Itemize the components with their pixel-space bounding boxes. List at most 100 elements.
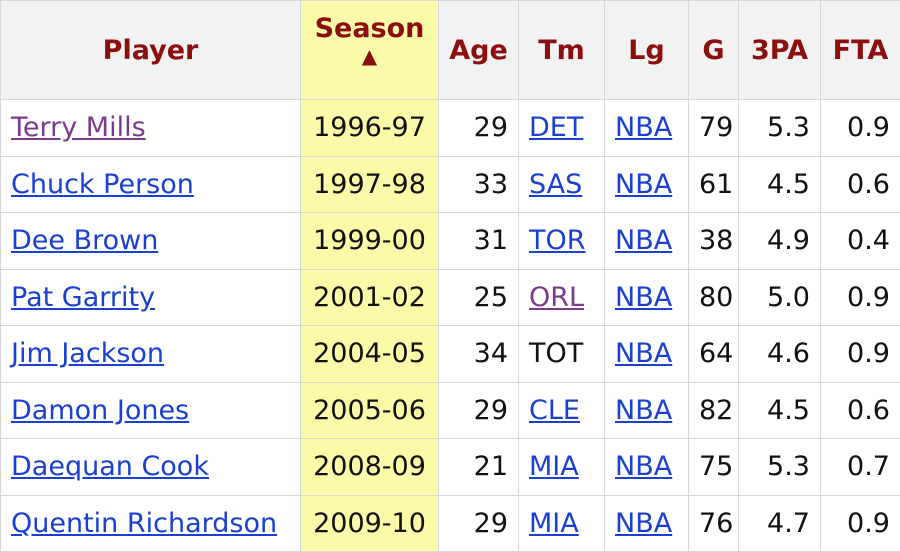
fta-cell: 0.9 <box>821 495 900 552</box>
player-link[interactable]: Chuck Person <box>11 169 194 200</box>
league-cell: NBA <box>605 156 689 213</box>
player-cell: Jim Jackson <box>1 326 301 383</box>
fta-cell: 0.9 <box>821 269 900 326</box>
player-link[interactable]: Jim Jackson <box>11 338 164 369</box>
player-link[interactable]: Quentin Richardson <box>11 508 277 539</box>
league-cell: NBA <box>605 213 689 270</box>
team-link[interactable]: MIA <box>529 451 579 482</box>
3pa-cell: 5.0 <box>739 269 821 326</box>
column-header-season-label: Season <box>315 13 425 44</box>
age-cell: 21 <box>439 439 519 496</box>
player-cell: Chuck Person <box>1 156 301 213</box>
age-cell: 25 <box>439 269 519 326</box>
team-link[interactable]: ORL <box>529 282 584 313</box>
table-body: Terry Mills 1996-97 29 DET NBA 79 5.3 0.… <box>1 100 900 552</box>
table-row: Dee Brown 1999-00 31 TOR NBA 38 4.9 0.4 <box>1 213 900 270</box>
table-row: Quentin Richardson 2009-10 29 MIA NBA 76… <box>1 495 900 552</box>
season-cell: 2008-09 <box>301 439 439 496</box>
season-cell: 1997-98 <box>301 156 439 213</box>
player-cell: Pat Garrity <box>1 269 301 326</box>
column-header-age[interactable]: Age <box>439 1 519 100</box>
season-cell: 2001-02 <box>301 269 439 326</box>
team-cell: MIA <box>519 439 605 496</box>
team-link[interactable]: MIA <box>529 508 579 539</box>
player-cell: Terry Mills <box>1 100 301 157</box>
age-cell: 29 <box>439 495 519 552</box>
3pa-cell: 4.9 <box>739 213 821 270</box>
league-cell: NBA <box>605 326 689 383</box>
team-link[interactable]: DET <box>529 112 583 143</box>
team-cell: DET <box>519 100 605 157</box>
column-header-games[interactable]: G <box>689 1 739 100</box>
column-header-player[interactable]: Player <box>1 1 301 100</box>
column-header-season[interactable]: Season ▲ <box>301 1 439 100</box>
3pa-cell: 4.5 <box>739 382 821 439</box>
games-cell: 82 <box>689 382 739 439</box>
player-link[interactable]: Dee Brown <box>11 225 158 256</box>
age-cell: 31 <box>439 213 519 270</box>
column-header-3pa[interactable]: 3PA <box>739 1 821 100</box>
season-cell: 2005-06 <box>301 382 439 439</box>
player-link[interactable]: Pat Garrity <box>11 282 155 313</box>
games-cell: 64 <box>689 326 739 383</box>
league-link[interactable]: NBA <box>615 112 672 143</box>
column-header-league[interactable]: Lg <box>605 1 689 100</box>
player-cell: Quentin Richardson <box>1 495 301 552</box>
sort-ascending-icon: ▲ <box>311 44 428 68</box>
league-cell: NBA <box>605 439 689 496</box>
league-cell: NBA <box>605 100 689 157</box>
league-cell: NBA <box>605 382 689 439</box>
league-link[interactable]: NBA <box>615 282 672 313</box>
3pa-cell: 5.3 <box>739 439 821 496</box>
table-row: Chuck Person 1997-98 33 SAS NBA 61 4.5 0… <box>1 156 900 213</box>
team-link[interactable]: CLE <box>529 395 580 426</box>
team-cell: TOR <box>519 213 605 270</box>
league-link[interactable]: NBA <box>615 508 672 539</box>
games-cell: 76 <box>689 495 739 552</box>
player-link[interactable]: Damon Jones <box>11 395 189 426</box>
team-cell: CLE <box>519 382 605 439</box>
fta-cell: 0.4 <box>821 213 900 270</box>
fta-cell: 0.7 <box>821 439 900 496</box>
column-header-fta[interactable]: FTA <box>821 1 900 100</box>
season-cell: 2009-10 <box>301 495 439 552</box>
table-row: Daequan Cook 2008-09 21 MIA NBA 75 5.3 0… <box>1 439 900 496</box>
games-cell: 61 <box>689 156 739 213</box>
team-cell: TOT <box>519 326 605 383</box>
games-cell: 79 <box>689 100 739 157</box>
fta-cell: 0.9 <box>821 326 900 383</box>
league-link[interactable]: NBA <box>615 451 672 482</box>
3pa-cell: 4.6 <box>739 326 821 383</box>
fta-cell: 0.6 <box>821 382 900 439</box>
player-cell: Damon Jones <box>1 382 301 439</box>
league-link[interactable]: NBA <box>615 225 672 256</box>
games-cell: 75 <box>689 439 739 496</box>
league-link[interactable]: NBA <box>615 169 672 200</box>
league-cell: NBA <box>605 495 689 552</box>
3pa-cell: 4.5 <box>739 156 821 213</box>
header-row: Player Season ▲ Age Tm Lg G 3PA FTA <box>1 1 900 100</box>
team-link[interactable]: TOR <box>529 225 586 256</box>
3pa-cell: 5.3 <box>739 100 821 157</box>
table-row: Damon Jones 2005-06 29 CLE NBA 82 4.5 0.… <box>1 382 900 439</box>
player-link[interactable]: Daequan Cook <box>11 451 209 482</box>
3pa-cell: 4.7 <box>739 495 821 552</box>
league-cell: NBA <box>605 269 689 326</box>
fta-cell: 0.9 <box>821 100 900 157</box>
season-cell: 1999-00 <box>301 213 439 270</box>
games-cell: 80 <box>689 269 739 326</box>
age-cell: 33 <box>439 156 519 213</box>
league-link[interactable]: NBA <box>615 338 672 369</box>
player-link[interactable]: Terry Mills <box>11 112 146 143</box>
age-cell: 34 <box>439 326 519 383</box>
fta-cell: 0.6 <box>821 156 900 213</box>
age-cell: 29 <box>439 382 519 439</box>
column-header-team[interactable]: Tm <box>519 1 605 100</box>
team-cell: ORL <box>519 269 605 326</box>
table-row: Jim Jackson 2004-05 34 TOT NBA 64 4.6 0.… <box>1 326 900 383</box>
team-link[interactable]: SAS <box>529 169 582 200</box>
season-cell: 1996-97 <box>301 100 439 157</box>
player-cell: Daequan Cook <box>1 439 301 496</box>
league-link[interactable]: NBA <box>615 395 672 426</box>
